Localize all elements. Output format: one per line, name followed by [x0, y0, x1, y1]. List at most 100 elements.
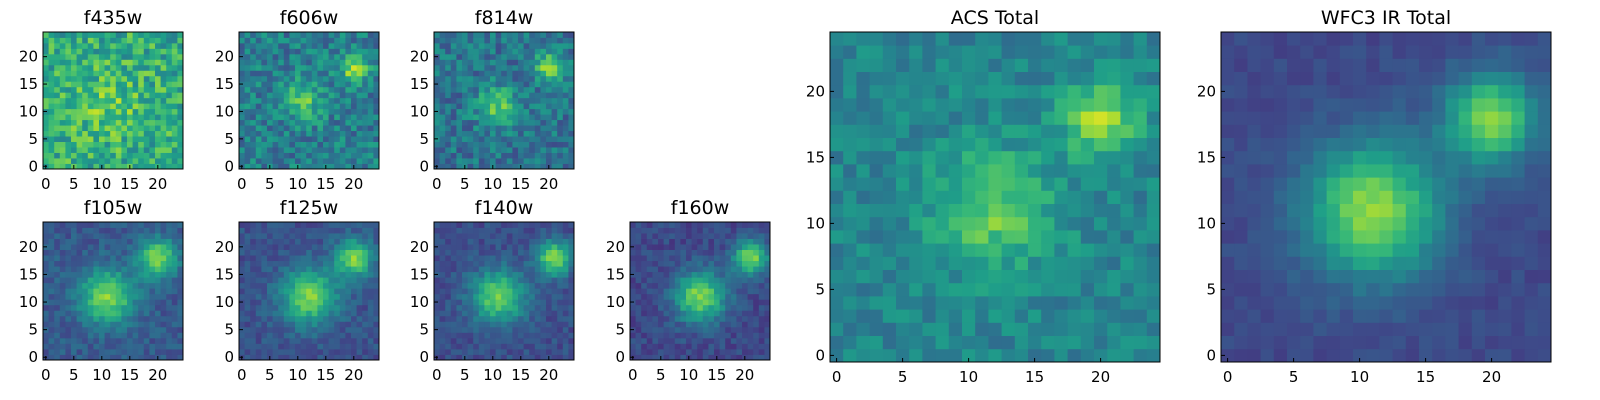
heatmap-cell	[434, 92, 440, 99]
heatmap-cell	[48, 103, 55, 110]
heatmap-cell	[1133, 164, 1148, 178]
heatmap-cell	[54, 130, 61, 137]
heatmap-cell	[295, 266, 301, 273]
heatmap-cell	[143, 244, 150, 250]
heatmap-cell	[753, 326, 760, 333]
heatmap-cell	[962, 348, 976, 363]
heatmap-cell	[115, 227, 122, 234]
heatmap-cell	[962, 309, 976, 323]
heatmap-cell	[339, 86, 346, 93]
heatmap-cell	[317, 255, 324, 262]
heatmap-cell	[110, 310, 117, 317]
heatmap-cell	[339, 293, 346, 300]
heatmap-cell	[138, 282, 145, 289]
heatmap-cell	[562, 266, 569, 273]
heatmap-cell	[48, 32, 55, 38]
heatmap-cell	[110, 32, 117, 38]
heatmap-cell	[87, 42, 94, 49]
heatmap-cell	[295, 37, 301, 44]
heatmap-cell	[725, 244, 732, 250]
heatmap-cell	[76, 277, 83, 284]
heatmap-cell	[278, 277, 285, 284]
heatmap-cell	[239, 227, 245, 234]
heatmap-cell	[478, 277, 485, 284]
heatmap-cell	[1094, 124, 1108, 138]
heatmap-cell	[434, 343, 440, 350]
heatmap-cell	[267, 238, 273, 245]
heatmap-cell	[160, 119, 167, 126]
heatmap-cell	[1041, 150, 1055, 165]
heatmap-cell	[71, 119, 77, 126]
heatmap-cell	[630, 343, 636, 350]
heatmap-cell	[1133, 256, 1148, 270]
heatmap-cell	[328, 238, 335, 245]
heatmap-cell	[1001, 164, 1016, 178]
heatmap-cell	[250, 64, 257, 71]
heatmap-cell	[143, 108, 150, 115]
heatmap-cell	[635, 354, 642, 361]
heatmap-cell	[714, 260, 720, 267]
heatmap-cell	[76, 304, 83, 311]
heatmap-cell	[708, 244, 715, 250]
heatmap-cell	[171, 136, 178, 142]
heatmap-cell	[523, 293, 530, 300]
heatmap-cell	[59, 97, 66, 104]
heatmap-cell	[351, 42, 357, 49]
heatmap-cell	[351, 70, 357, 77]
heatmap-cell	[345, 326, 352, 333]
heatmap-cell	[484, 75, 491, 82]
heatmap-cell	[295, 125, 301, 132]
heatmap-cell	[311, 141, 318, 148]
heatmap-cell	[702, 304, 709, 311]
heatmap-cell	[155, 255, 161, 262]
heatmap-cell	[635, 282, 642, 289]
heatmap-cell	[630, 260, 636, 267]
heatmap-cell	[328, 108, 335, 115]
heatmap-cell	[646, 321, 653, 328]
heatmap-cell	[512, 42, 519, 49]
heatmap-cell	[506, 119, 513, 126]
heatmap-cell	[289, 152, 296, 159]
heatmap-cell	[506, 238, 513, 245]
heatmap-cell	[132, 299, 139, 306]
heatmap-cell	[244, 255, 251, 262]
heatmap-cell	[115, 282, 122, 289]
heatmap-cell	[104, 238, 111, 245]
heatmap-cell	[311, 64, 318, 71]
heatmap-cell	[87, 92, 94, 99]
heatmap-cell	[323, 81, 329, 88]
heatmap-cell	[473, 136, 480, 142]
heatmap-cell	[110, 271, 117, 278]
heatmap-cell	[351, 299, 357, 306]
heatmap-cell	[306, 293, 313, 300]
heatmap-cell	[882, 150, 897, 165]
heatmap-cell	[764, 260, 771, 267]
heatmap-cell	[439, 81, 446, 88]
heatmap-cell	[562, 163, 569, 170]
heatmap-cell	[758, 249, 765, 256]
heatmap-cell	[730, 348, 737, 355]
heatmap-cell	[59, 108, 66, 115]
heatmap-cell	[250, 136, 257, 142]
heatmap-cell	[1133, 282, 1148, 297]
heatmap-cell	[177, 348, 184, 355]
heatmap-cell	[345, 119, 352, 126]
heatmap-cell	[450, 337, 457, 344]
heatmap-cell	[663, 343, 670, 350]
heatmap-cell	[523, 86, 530, 93]
heatmap-cell	[1133, 230, 1148, 244]
heatmap-cell	[334, 158, 341, 164]
heatmap-cell	[456, 304, 463, 311]
heatmap-cell	[289, 130, 296, 137]
y-tick-label: 20	[410, 238, 429, 256]
heatmap-cell	[43, 48, 49, 55]
heatmap-cell	[132, 315, 139, 322]
heatmap-cell	[962, 216, 976, 231]
heatmap-cell	[680, 260, 687, 267]
heatmap-cell	[478, 260, 485, 267]
heatmap-cell	[988, 322, 1002, 336]
heatmap-cell	[568, 255, 575, 262]
heatmap-cell	[725, 343, 732, 350]
heatmap-cell	[551, 260, 558, 267]
heatmap-cell	[646, 354, 653, 361]
